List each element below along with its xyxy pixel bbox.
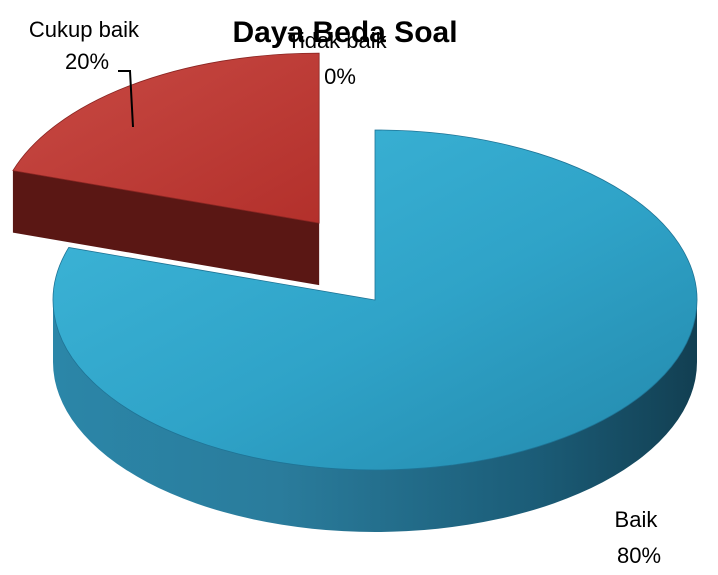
data-label-cukup-baik: Cukup baik 20% <box>29 17 145 74</box>
data-label-cukup-baik-percent: 20% <box>65 49 109 74</box>
data-label-tidak-baik-name: Tidak baik <box>287 28 387 53</box>
data-label-cukup-baik-name: Cukup baik <box>29 17 140 42</box>
pie-slice-baik-top <box>52 129 698 471</box>
pie-slice-baik <box>52 129 698 532</box>
data-label-baik: Baik 80% <box>615 507 664 568</box>
leader-line-cukup-baik <box>118 70 134 128</box>
pie-slice-cukup-baik <box>12 52 320 286</box>
data-label-tidak-baik: Tidak baik 0% <box>287 28 393 89</box>
slices-layer <box>12 52 698 532</box>
data-label-baik-name: Baik <box>615 507 659 532</box>
pie-slice-cukup-baik-wall-start <box>12 170 320 286</box>
leader-lines <box>118 70 134 128</box>
data-label-tidak-baik-percent: 0% <box>324 64 356 89</box>
data-label-baik-percent: 80% <box>617 543 661 568</box>
chart-title: Daya Beda Soal <box>232 16 457 49</box>
pie-slice-baik-side <box>53 300 697 532</box>
